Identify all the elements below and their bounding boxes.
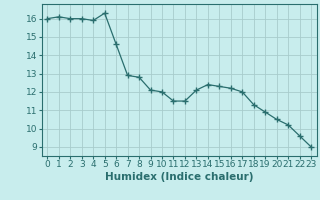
X-axis label: Humidex (Indice chaleur): Humidex (Indice chaleur) [105, 172, 253, 182]
